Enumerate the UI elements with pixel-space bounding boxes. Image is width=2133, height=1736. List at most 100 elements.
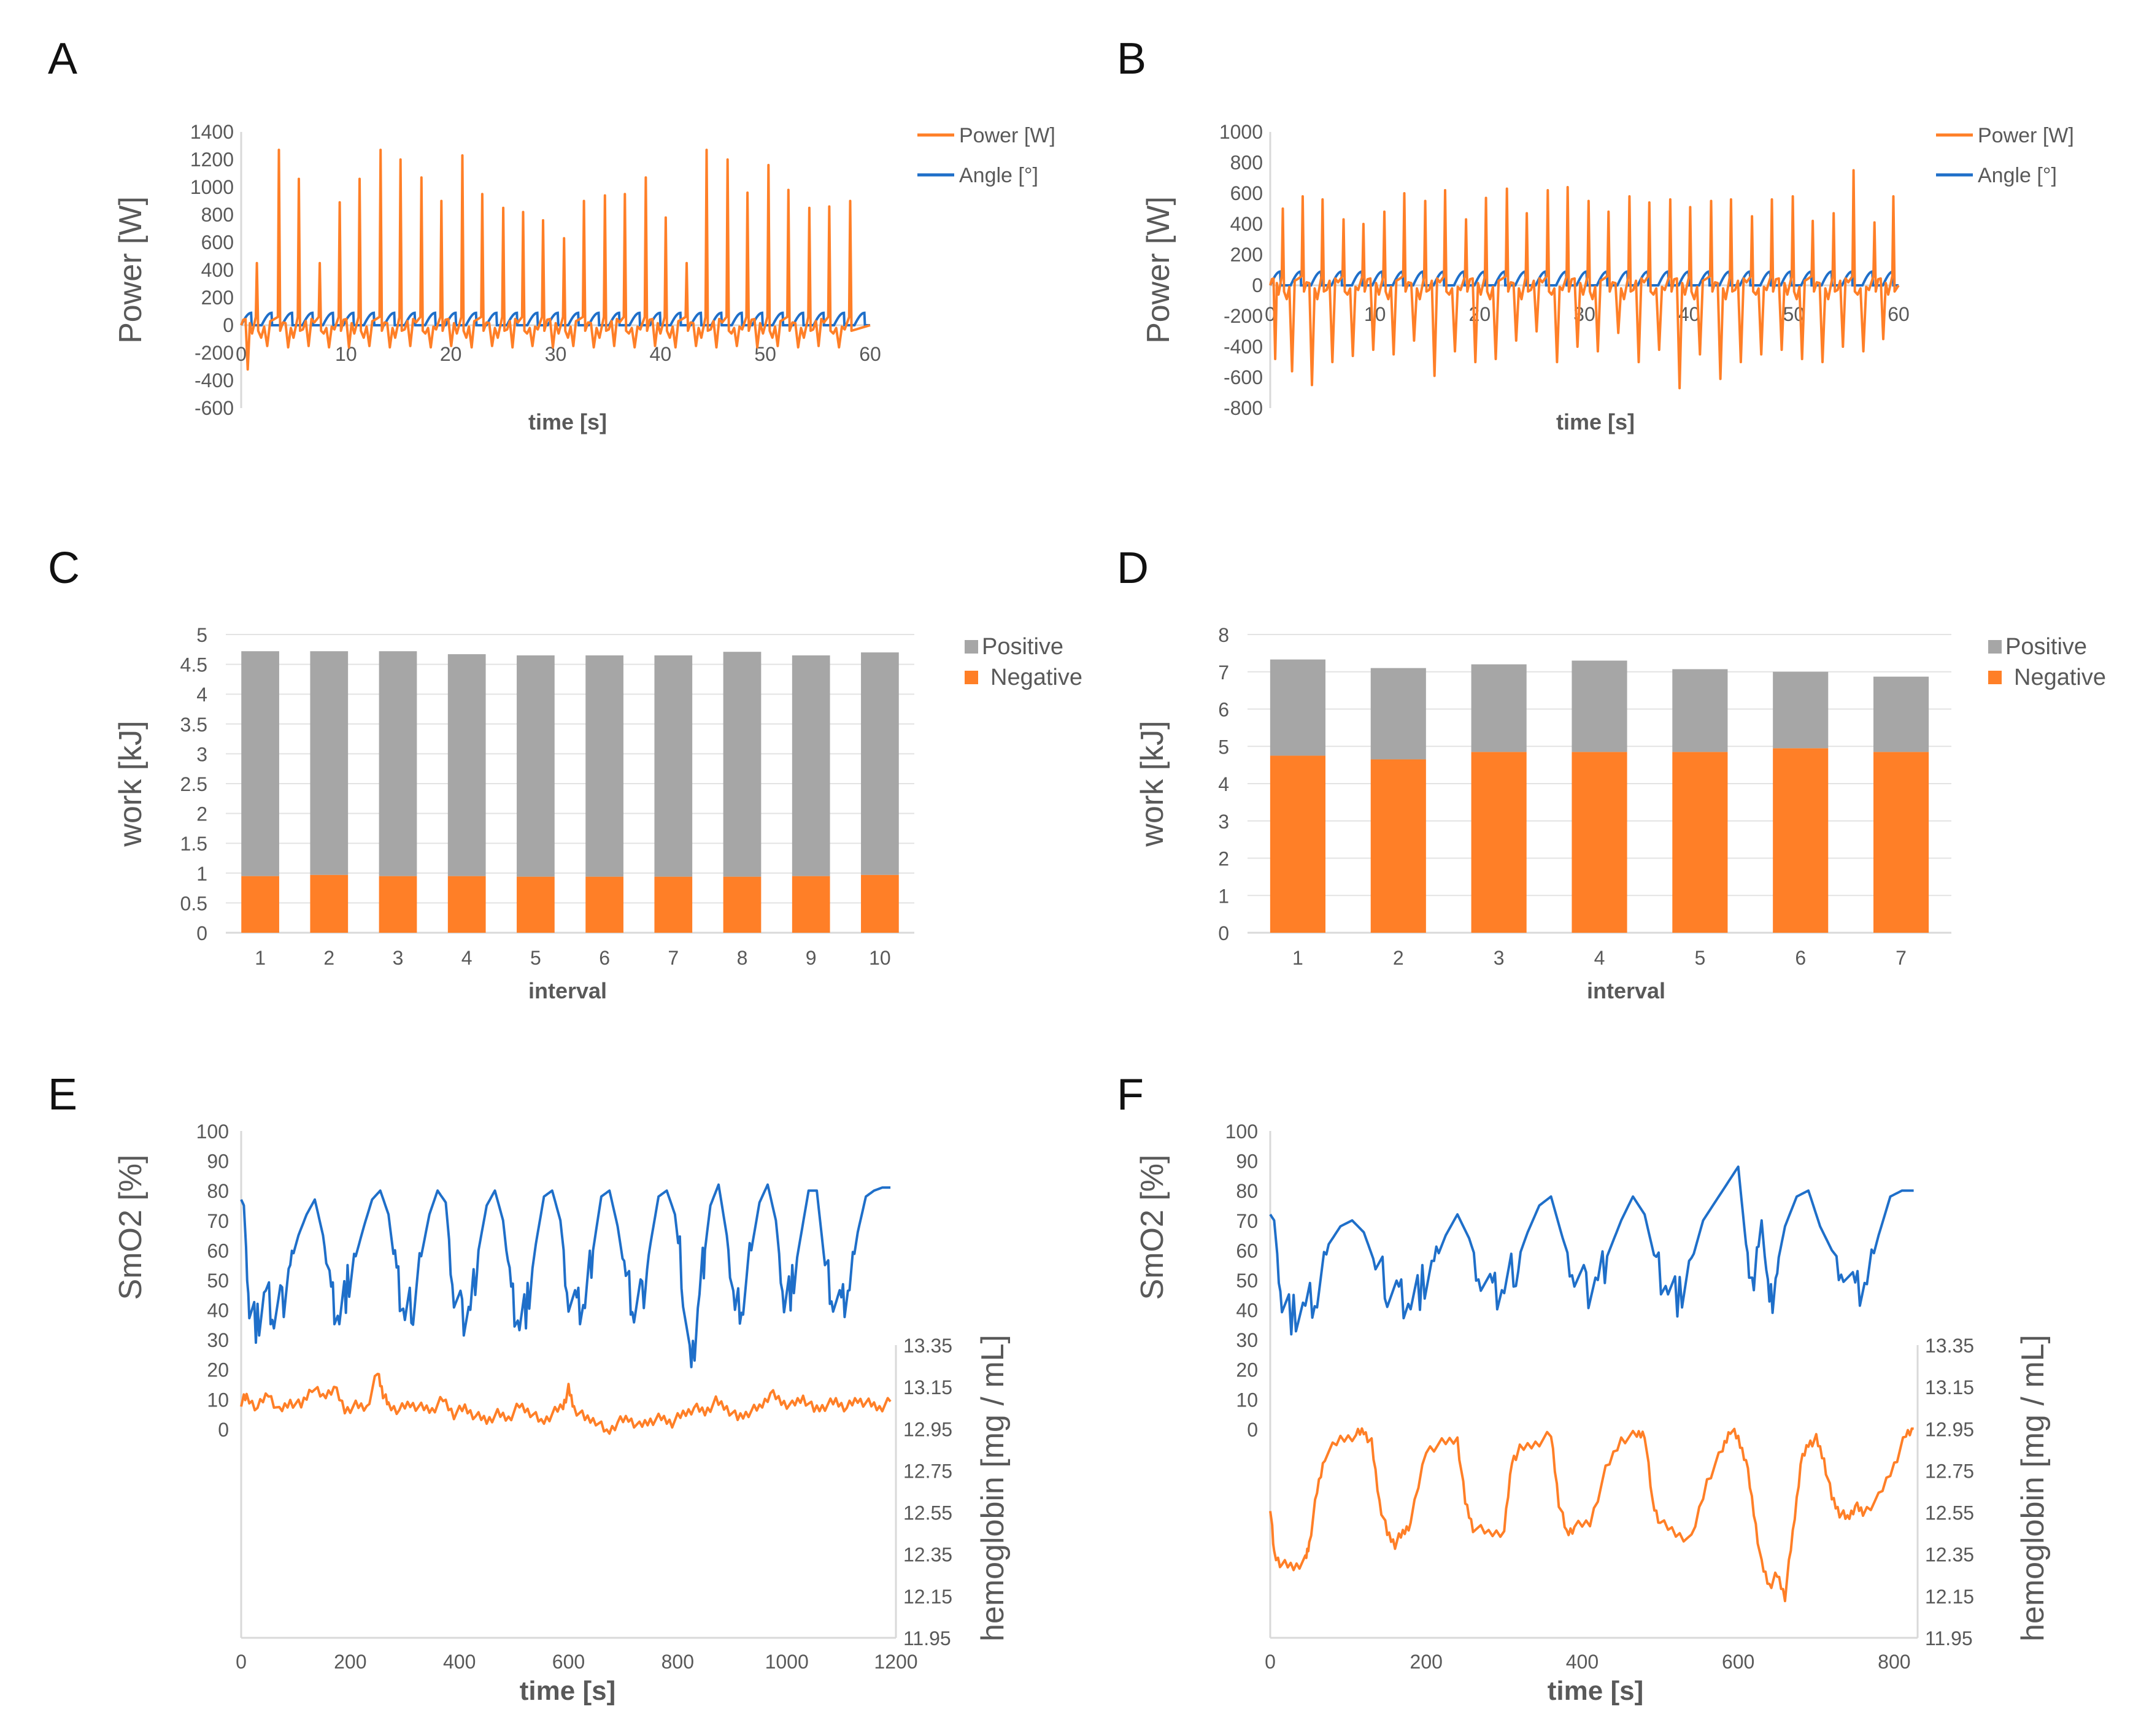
- series-line-smo2: [1269, 1165, 1914, 1336]
- bar-positive: [447, 654, 486, 876]
- x-axis-title: time [s]: [528, 409, 607, 434]
- legend-label-power: Power [W]: [959, 124, 1055, 147]
- y-tick-label: 400: [1230, 213, 1263, 235]
- x-tick-label: 1000: [765, 1651, 809, 1673]
- legend-label-positive: Positive: [982, 634, 1063, 660]
- x-tick-label: 10: [869, 947, 891, 969]
- panel-e: E 0 10 20 30 40 50 60 70 80 90 100 11.95 12.15 12.35 12…: [48, 1070, 1011, 1706]
- legend-label-negative: Negative: [2014, 665, 2106, 690]
- y-axis-title: work [kJ]: [113, 720, 148, 847]
- bar-positive: [792, 655, 830, 876]
- y-tick-label: 0: [1252, 274, 1263, 296]
- y-tick-label-right: 12.75: [1925, 1460, 1974, 1482]
- y-tick-label: 2: [1218, 848, 1229, 870]
- y-tick-label: 400: [201, 259, 234, 281]
- y-tick-label: -400: [1224, 336, 1263, 358]
- x-tick-label: 1: [1292, 947, 1303, 969]
- x-tick-label: 200: [1410, 1651, 1443, 1673]
- bar-positive: [654, 655, 693, 877]
- bar-positive: [723, 652, 762, 877]
- x-tick-label: 1: [255, 947, 266, 969]
- x-tick-label: 6: [1795, 947, 1806, 969]
- y-tick-label: 1400: [190, 121, 234, 143]
- panel-letter: B: [1117, 34, 1146, 83]
- y-tick-label-left: 20: [207, 1359, 229, 1381]
- y-tick-label-left: 60: [1236, 1240, 1258, 1262]
- x-tick-label: 3: [393, 947, 404, 969]
- legend-label-negative: Negative: [990, 665, 1082, 690]
- y-tick-label: 600: [1230, 182, 1263, 204]
- y-tick-label-right: 12.75: [903, 1460, 952, 1482]
- bar-negative: [517, 876, 555, 933]
- bar-positive: [310, 651, 349, 875]
- y-tick-label: 0: [223, 314, 234, 336]
- legend-swatch-negative: [965, 671, 978, 684]
- y-tick-label-left: 20: [1236, 1359, 1258, 1381]
- bar-negative: [654, 876, 693, 933]
- x-tick-label: 3: [1494, 947, 1505, 969]
- x-tick-label: 2: [323, 947, 334, 969]
- x-tick-label: 200: [334, 1651, 366, 1673]
- x-tick-label: 2: [1393, 947, 1404, 969]
- y-tick-label-right: 12.95: [1925, 1418, 1974, 1440]
- panel-f: F 0 10 20 30 40 50 60 70 80 90 100 11.95 12.15 12.35 12…: [1117, 1070, 2051, 1706]
- bar-negative: [241, 876, 279, 933]
- y-axis-title-right: hemoglobin [mg / mL]: [975, 1335, 1011, 1641]
- y-tick-label: 7: [1218, 662, 1229, 684]
- y-axis-title: Power [W]: [1141, 196, 1176, 344]
- y-tick-label-right: 11.95: [1925, 1627, 1973, 1649]
- bar-positive: [1270, 659, 1325, 756]
- bar-negative: [585, 876, 623, 933]
- x-tick-label: 30: [545, 343, 567, 365]
- y-tick-label: -200: [195, 342, 234, 364]
- x-tick-label: 10: [335, 343, 357, 365]
- x-tick-label: 1200: [874, 1651, 917, 1673]
- x-tick-label: 60: [1888, 303, 1910, 325]
- y-tick-label-right: 13.15: [1925, 1376, 1974, 1398]
- y-tick-label-left: 50: [1236, 1270, 1258, 1292]
- y-tick-label: 2.5: [180, 773, 207, 795]
- x-tick-label: 800: [1878, 1651, 1910, 1673]
- y-axis-title-left: SmO2 [%]: [113, 1155, 148, 1300]
- y-tick-label: 3: [1218, 811, 1229, 833]
- legend-label-positive: Positive: [2005, 634, 2087, 660]
- y-tick-label-left: 70: [207, 1210, 229, 1232]
- x-axis-title: time [s]: [520, 1676, 615, 1706]
- y-tick-label: 8: [1218, 624, 1229, 646]
- x-tick-label: 600: [552, 1651, 585, 1673]
- x-tick-label: 6: [599, 947, 610, 969]
- bar-positive: [585, 655, 623, 877]
- y-tick-label: 1: [196, 863, 207, 885]
- x-tick-label: 20: [1469, 303, 1491, 325]
- y-tick-label-left: 0: [1247, 1419, 1258, 1441]
- y-tick-label-left: 0: [218, 1419, 229, 1441]
- y-tick-label: 4: [1218, 773, 1229, 795]
- y-tick-label-left: 80: [207, 1180, 229, 1202]
- y-tick-label-left: 50: [207, 1270, 229, 1292]
- y-axis-title-left: SmO2 [%]: [1135, 1155, 1170, 1300]
- y-tick-label: 4.5: [180, 654, 207, 676]
- y-tick-label: 0.5: [180, 892, 207, 914]
- panel-c: C 0 0.5 1 1.5 2 2.5 3 3.5 4 4.5 5 1 2 3 4 5 6 7 8 9 10 work [k…: [48, 544, 1082, 1003]
- x-tick-label: 40: [650, 343, 672, 365]
- series-line-power: [1269, 169, 1900, 390]
- y-tick-label: 0: [1218, 922, 1229, 944]
- bar-negative: [792, 876, 830, 933]
- y-tick-label-left: 90: [1236, 1151, 1258, 1173]
- y-tick-label-right: 12.55: [903, 1502, 952, 1524]
- y-tick-label-right: 13.35: [1925, 1335, 1974, 1357]
- y-tick-label: -600: [195, 397, 234, 419]
- y-tick-label-left: 10: [1236, 1389, 1258, 1411]
- bar-positive: [1370, 668, 1426, 760]
- legend-label-power: Power [W]: [1978, 124, 2074, 147]
- y-tick-label-right: 13.15: [903, 1376, 952, 1398]
- y-tick-label: 4: [196, 684, 207, 706]
- bar-positive: [1773, 671, 1829, 749]
- y-tick-label: 1000: [190, 176, 234, 198]
- panel-letter: A: [48, 34, 77, 83]
- x-axis-title: interval: [1587, 978, 1665, 1003]
- y-tick-label: -800: [1224, 397, 1263, 419]
